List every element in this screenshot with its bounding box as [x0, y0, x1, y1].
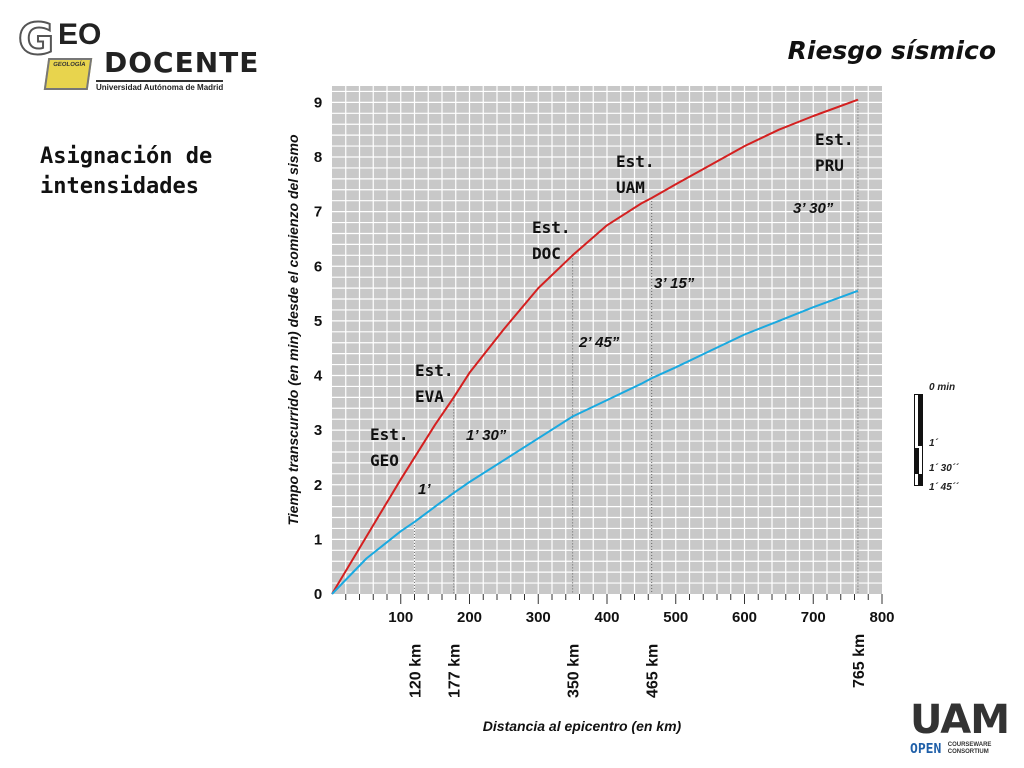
- time-scale-legend: 0 min 1´ 1´ 30´´ 1´ 45´´: [912, 380, 992, 510]
- station-code: PRU: [815, 156, 844, 175]
- y-tick-label: 6: [314, 258, 322, 275]
- page-title: Riesgo sísmico: [787, 36, 996, 65]
- station-name-prefix: Est.: [415, 361, 454, 380]
- y-tick-label: 3: [314, 422, 322, 439]
- station-distance-label: 765 km: [851, 634, 868, 688]
- station-name-prefix: Est.: [616, 152, 655, 171]
- y-tick-label: 9: [314, 94, 322, 111]
- x-axis-label: Distancia al epicentro (en km): [483, 718, 682, 734]
- x-tick-label: 500: [663, 609, 688, 626]
- station-distance-label: 465 km: [645, 644, 662, 698]
- y-tick-label: 1: [314, 531, 322, 548]
- x-tick-label: 200: [457, 609, 482, 626]
- station-distance-label: 120 km: [408, 644, 425, 698]
- x-tick-label: 300: [526, 609, 551, 626]
- y-tick-label: 0: [314, 586, 322, 603]
- subtitle-line-2: intensidades: [40, 174, 199, 199]
- series-line: [331, 98, 859, 595]
- section-subtitle: Asignación de intensidades: [40, 142, 240, 202]
- geodocente-logo: G EO GEOLOGÍA DOCENTE Universidad Autóno…: [17, 13, 258, 94]
- station-distance-label: 177 km: [447, 644, 464, 698]
- station-name-prefix: Est.: [532, 218, 571, 237]
- travel-time-curves: [331, 98, 859, 595]
- scale-label-1: 1´: [929, 438, 938, 449]
- logo-eo-text: EO: [58, 18, 102, 51]
- consortium-text: CONSORTIUM: [947, 748, 989, 755]
- open-text: OPEN: [910, 742, 942, 757]
- series-line: [331, 289, 859, 595]
- station-time-label: 3’ 15”: [654, 275, 695, 292]
- courseware-consortium-text: COURSEWARE CONSORTIUM: [948, 742, 992, 756]
- x-tick-label: 800: [869, 609, 894, 626]
- grid-lines: [332, 86, 882, 594]
- station-code: UAM: [616, 178, 645, 197]
- scale-label-2: 1´ 30´´: [929, 463, 959, 474]
- station-code: EVA: [415, 387, 444, 406]
- station-code: GEO: [370, 451, 399, 470]
- x-tick-label: 100: [388, 609, 413, 626]
- y-tick-label: 7: [314, 204, 322, 221]
- uam-logo-text: UAM: [910, 697, 1010, 743]
- station-distance-label: 350 km: [566, 644, 583, 698]
- station-time-label: 3’ 30”: [793, 200, 834, 217]
- y-tick-label: 8: [314, 149, 322, 166]
- station-code: DOC: [532, 244, 561, 263]
- logo-university-text: Universidad Autónoma de Madrid: [96, 80, 224, 92]
- y-tick-label: 5: [314, 313, 322, 330]
- scale-label-0: 0 min: [929, 382, 956, 393]
- station-name-prefix: Est.: [815, 130, 854, 149]
- logo-g-letter: G: [17, 13, 55, 66]
- chart-labels: Est. GEO 1’ 120 km Est. EVA 1’ 30” 177 km Est. DO…: [370, 130, 868, 698]
- station-name-prefix: Est.: [370, 425, 409, 444]
- x-tick-label: 700: [801, 609, 826, 626]
- x-tick-label: 400: [594, 609, 619, 626]
- scale-label-3: 1´ 45´´: [929, 482, 959, 493]
- station-guide-lines: [414, 99, 859, 594]
- axis-ticks: 100 200 300 400 500 600 700 800 0 1 2 3 4 5 6 7 8 9: [314, 94, 895, 626]
- station-time-label: 1’: [418, 481, 431, 498]
- scale-bar-lower: [918, 474, 922, 486]
- y-axis-label: Tiempo transcurrido (en min) desde el co…: [285, 134, 301, 525]
- courseware-text: COURSEWARE: [947, 741, 992, 748]
- station-time-label: 1’ 30”: [466, 427, 507, 444]
- logo-docente-text: DOCENTE: [104, 46, 260, 79]
- x-tick-label: 600: [732, 609, 757, 626]
- scale-bar-middle: [915, 448, 919, 474]
- scale-bar-outline: [914, 394, 923, 486]
- scale-bar-upper: [918, 394, 922, 446]
- uam-opencourseware-logo: UAM OPEN COURSEWARE CONSORTIUM: [910, 697, 1010, 760]
- station-time-label: 2’ 45”: [578, 334, 620, 351]
- y-tick-label: 4: [314, 368, 323, 385]
- y-tick-label: 2: [314, 477, 322, 494]
- subtitle-line-1: Asignación de: [40, 144, 213, 169]
